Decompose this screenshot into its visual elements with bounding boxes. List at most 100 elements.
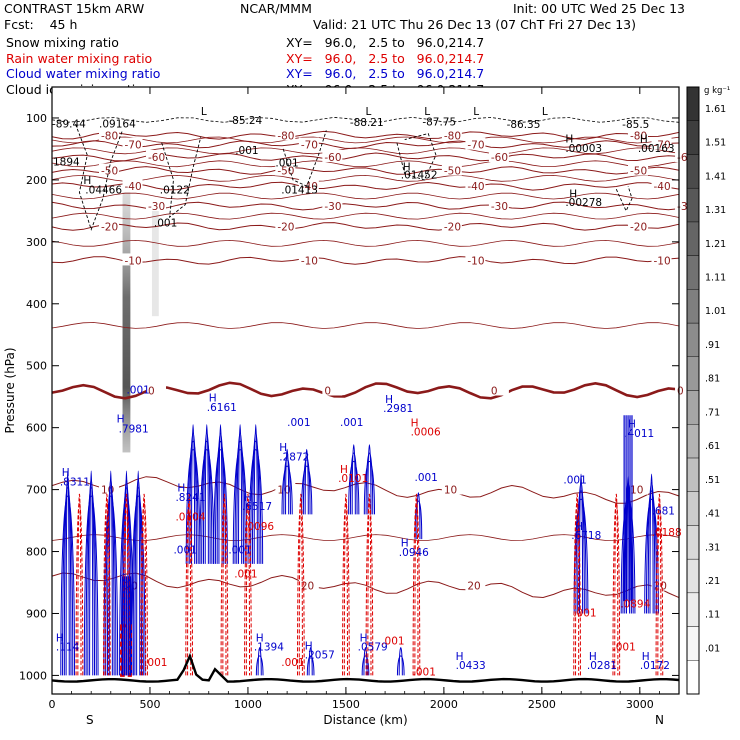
- extremum-label: H: [340, 464, 348, 476]
- extremum-label: .001: [154, 217, 177, 229]
- isotherm-label: 0: [491, 386, 498, 398]
- extremum-label: .2872: [279, 451, 309, 463]
- extremum-label: .01413: [281, 185, 318, 197]
- terrain-line: [51, 652, 680, 683]
- extremum-label: -87.75: [422, 116, 456, 128]
- extremum-label: .09164: [99, 118, 136, 130]
- x-tick-label: 500: [139, 698, 160, 711]
- isotherm-line: [51, 534, 680, 541]
- isotherm-line: [51, 256, 680, 265]
- extremum-label: -88.21: [350, 117, 384, 129]
- isotherm-label: -30: [491, 201, 508, 213]
- cloud-water-contour: [191, 424, 196, 564]
- rain-water-contour: [140, 502, 148, 676]
- isotherm-label: -20: [630, 221, 647, 233]
- extremum-label: H: [256, 632, 264, 644]
- cloud-water-contour: [218, 424, 223, 564]
- isotherm-label-bg: [651, 179, 672, 192]
- isotherm-label-bg: [441, 219, 462, 232]
- y-tick-label: 700: [26, 484, 47, 497]
- isotherm-label-bg: [146, 149, 167, 162]
- cloud-water-contour: [234, 441, 246, 564]
- extremum-label: H: [642, 651, 650, 663]
- extremum-label: .1394: [254, 642, 284, 654]
- isotherm-label-bg: [488, 149, 509, 162]
- colorbar-level-label: .71: [705, 407, 720, 418]
- isotherm-label: -70: [124, 140, 141, 152]
- extremum-label: -85.24: [228, 115, 262, 127]
- rain-water-contour: [104, 494, 109, 676]
- extremum-label: L: [424, 106, 430, 118]
- colorbar-level-label: 1.01: [705, 306, 726, 317]
- isotherm-label-bg: [628, 219, 649, 232]
- extremum-label: .2057: [305, 650, 335, 662]
- isotherm-label: 20: [467, 581, 480, 593]
- colorbar-level-label: .21: [705, 576, 720, 587]
- extremum-label: .001: [173, 544, 196, 556]
- extremum-label: H: [569, 188, 577, 200]
- y-tick-label: 200: [26, 174, 47, 187]
- extremum-label: .001: [228, 544, 251, 556]
- extremum-label: .001: [235, 145, 258, 157]
- isotherm-label-bg: [98, 219, 119, 232]
- rain-water-contour: [412, 502, 421, 676]
- colorbar-level-label: .01: [705, 643, 720, 654]
- cloud-water-contour: [363, 647, 368, 676]
- cloud-water-contour: [281, 465, 293, 515]
- colorbar-swatch: [686, 356, 700, 391]
- rain-water-contour: [298, 494, 303, 676]
- extremum-label: L: [366, 106, 372, 118]
- cloud-water-contour: [302, 457, 311, 515]
- colorbar-level-label: .11: [705, 610, 720, 621]
- cloud-water-contour: [105, 487, 117, 676]
- rain-water-contour: [367, 494, 372, 676]
- isotherm-line: [51, 192, 680, 200]
- field-name: Snow mixing ratio: [6, 35, 119, 50]
- isotherm-label-bg: [322, 149, 343, 162]
- colorbar-swatch: [686, 592, 700, 627]
- isotherm-label: 0: [324, 386, 331, 398]
- extremum-label: H: [177, 482, 185, 494]
- x-tick-label: 1500: [332, 698, 360, 711]
- colorbar-swatch: [686, 86, 700, 121]
- extremum-label: -89.44: [52, 118, 86, 130]
- rain-water-contour: [75, 502, 84, 676]
- cloud-water-contour: [351, 444, 356, 515]
- isotherm-label: -80: [444, 130, 461, 142]
- field-xy: XY= 96.0, 2.5 to 96.0,214.7: [286, 50, 485, 66]
- isotherm-label: -40: [124, 181, 141, 193]
- isotherm-label: 20: [654, 581, 667, 593]
- isotherm-label-bg: [275, 163, 296, 176]
- isotherm-label-bg: [651, 253, 672, 266]
- rain-water-contour: [342, 502, 350, 676]
- extremum-label: .114: [56, 642, 80, 654]
- colorbar-level-label: .51: [705, 475, 720, 486]
- init-time: Init: 00 UTC Wed 25 Dec 13: [513, 1, 685, 16]
- cloud-water-contour: [185, 449, 201, 564]
- x-tick-label: 2000: [430, 698, 458, 711]
- isotherm-label-bg: [298, 179, 319, 192]
- isotherm-label: -50: [630, 166, 647, 178]
- extremum-label: .0096: [244, 521, 274, 533]
- colorbar-level-label: 1.61: [705, 104, 726, 115]
- extremum-label: H: [403, 162, 411, 174]
- rain-water-contour: [575, 494, 580, 676]
- x-tick-label: 2500: [528, 698, 556, 711]
- isotherm-label: 0: [148, 386, 155, 398]
- colorbar-swatch: [686, 120, 700, 155]
- extremum-label: .0104: [175, 512, 205, 524]
- rain-water-contour: [655, 502, 664, 676]
- extremum-label: H: [640, 134, 648, 146]
- isotherm-label-bg: [322, 383, 343, 396]
- isotherm-label-bg: [465, 578, 486, 591]
- colorbar-level-label: 1.11: [705, 272, 726, 283]
- extremum-label: H: [575, 521, 583, 533]
- isotherm-label-bg: [465, 253, 486, 266]
- org-label: NCAR/MMM: [240, 1, 312, 16]
- isotherm-label: -40: [654, 181, 671, 193]
- isotherm-label-bg: [488, 383, 509, 396]
- isotherm-line: [51, 181, 680, 191]
- extremum-label: .6718: [571, 530, 601, 542]
- extremum-label: H: [62, 467, 70, 479]
